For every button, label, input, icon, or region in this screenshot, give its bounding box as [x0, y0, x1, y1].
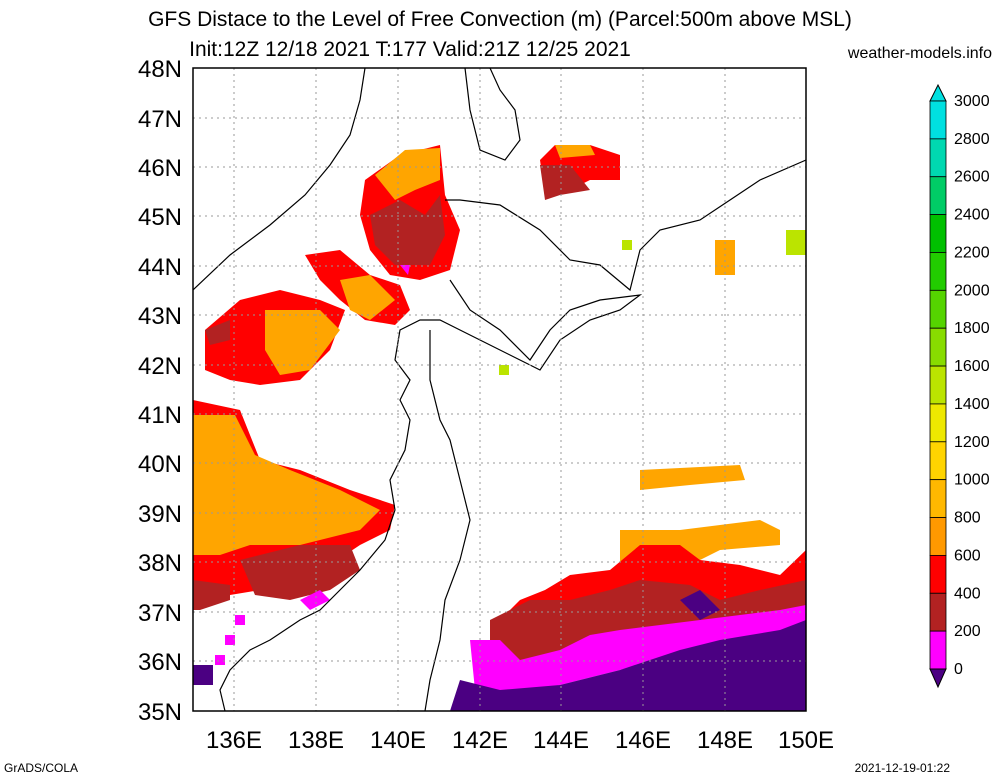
footer-credit: GrADS/COLA: [4, 761, 79, 775]
colorbar-segment: [929, 592, 947, 632]
coastlines: [193, 68, 806, 711]
lat-label: 38N: [138, 550, 182, 577]
colorbar-label: 1600: [954, 358, 990, 375]
chart-title: GFS Distace to the Level of Free Convect…: [148, 8, 852, 31]
colorbar-segment: [929, 100, 947, 140]
colorbar-segment: [929, 365, 947, 405]
colorbar-segment: [929, 252, 947, 291]
colorbar-segment: [929, 403, 947, 443]
lon-label: 146E: [615, 727, 671, 754]
colorbar-label: 0: [954, 661, 963, 678]
lat-label: 44N: [138, 254, 182, 281]
lat-label: 46N: [138, 155, 182, 182]
colorbar-bottom-arrow: [929, 668, 947, 689]
colorbar: 3000280026002400220020001800160014001200…: [929, 83, 990, 689]
lat-label: 36N: [138, 649, 182, 676]
site-credit: weather-models.info: [847, 45, 992, 62]
chart-subtitle: Init:12Z 12/18 2021 T:177 Valid:21Z 12/2…: [189, 38, 631, 61]
colorbar-label: 600: [954, 547, 981, 564]
colorbar-label: 2800: [954, 131, 990, 148]
colorbar-segment: [929, 517, 947, 556]
colorbar-segment: [929, 630, 947, 670]
colorbar-label: 1200: [954, 434, 990, 451]
lat-label: 43N: [138, 303, 182, 330]
lat-axis: 48N 47N 46N 45N 44N 43N 42N 41N 40N 39N …: [138, 56, 182, 726]
lat-label: 40N: [138, 451, 182, 478]
colorbar-label: 1400: [954, 396, 990, 413]
lat-label: 41N: [138, 402, 182, 429]
lat-label: 48N: [138, 56, 182, 83]
plot-frame: [192, 67, 807, 712]
colorbar-top-arrow: [929, 83, 947, 102]
lon-label: 148E: [697, 727, 753, 754]
colorbar-label: 2600: [954, 169, 990, 186]
gridlines: [193, 68, 806, 711]
lat-label: 47N: [138, 106, 182, 133]
colorbar-segment: [929, 441, 947, 481]
colorbar-label: 1800: [954, 320, 990, 337]
lat-label: 45N: [138, 204, 182, 231]
lat-label: 35N: [138, 699, 182, 726]
lat-label: 42N: [138, 353, 182, 380]
lon-label: 136E: [206, 727, 262, 754]
colorbar-segment: [929, 479, 947, 518]
lon-label: 140E: [370, 727, 426, 754]
colorbar-label: 400: [954, 585, 981, 602]
colorbar-label: 2400: [954, 207, 990, 224]
colorbar-segment: [929, 555, 947, 594]
colorbar-segment: [929, 289, 947, 329]
colorbar-label: 2200: [954, 244, 990, 261]
colorbar-label: 2000: [954, 282, 990, 299]
lon-axis: 136E 138E 140E 142E 144E 146E 148E 150E: [206, 727, 834, 754]
lon-label: 138E: [288, 727, 344, 754]
colorbar-label: 3000: [954, 93, 990, 110]
colorbar-label: 1000: [954, 472, 990, 489]
footer-timestamp: 2021-12-19-01:22: [854, 761, 950, 775]
lat-label: 39N: [138, 501, 182, 528]
lfc-field: [193, 145, 806, 711]
lat-label: 37N: [138, 600, 182, 627]
colorbar-segment: [929, 176, 947, 216]
colorbar-segment: [929, 138, 947, 178]
lon-label: 150E: [778, 727, 834, 754]
colorbar-label: 800: [954, 510, 981, 527]
colorbar-label: 200: [954, 623, 981, 640]
colorbar-segment: [929, 214, 947, 253]
colorbar-segment: [929, 327, 947, 367]
lon-label: 142E: [452, 727, 508, 754]
lon-label: 144E: [533, 727, 589, 754]
